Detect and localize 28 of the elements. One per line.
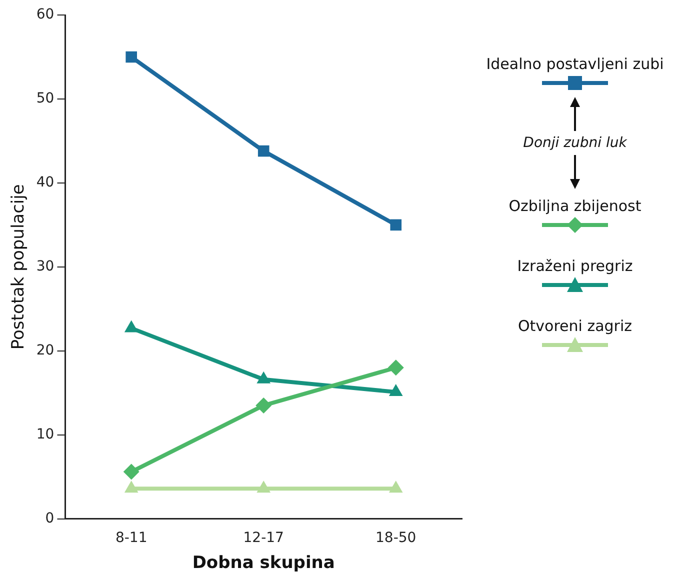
text: Izraženi pregriz	[517, 257, 633, 275]
y-tick-label: 20	[36, 342, 54, 359]
point	[388, 480, 403, 493]
text: Otvoreni zagriz	[518, 317, 632, 335]
y-tick-label: 60	[36, 6, 54, 23]
y-tick-label: 10	[36, 426, 54, 442]
y-tick-label: 30	[36, 258, 54, 275]
point	[388, 360, 404, 376]
point	[388, 384, 403, 396]
text: Ozbiljna zbijenost	[508, 197, 642, 215]
point	[256, 397, 272, 414]
x-tick-label: 18-50	[376, 530, 416, 546]
y-axis-title: Postotak populacije	[8, 184, 29, 350]
point	[124, 480, 138, 493]
x-axis-title: Dobna skupina	[192, 553, 335, 574]
text: Idealno postavljeni zubi	[486, 55, 664, 73]
x-tick-label: 8-11	[115, 530, 148, 546]
y-tick-label: 50	[36, 90, 54, 107]
point	[256, 480, 271, 493]
x-tick-label: 12-17	[243, 530, 284, 546]
y-tick-label: 40	[36, 174, 54, 191]
text: Donji zubni luk	[523, 135, 627, 151]
point	[258, 145, 270, 157]
point	[126, 51, 137, 63]
point	[390, 219, 402, 231]
point	[256, 371, 271, 384]
y-tick-label: 0	[45, 510, 54, 526]
point	[124, 320, 138, 332]
